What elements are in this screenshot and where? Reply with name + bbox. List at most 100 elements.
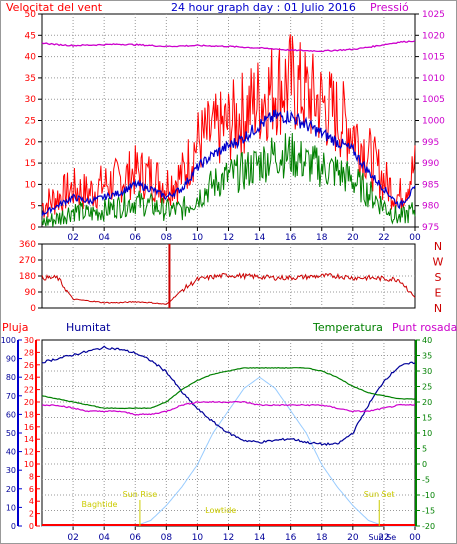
wind-gust-line bbox=[41, 34, 416, 218]
x-tick-label: 08 bbox=[161, 233, 173, 243]
x-tick-label: 02 bbox=[67, 533, 78, 543]
x-tick-label: 04 bbox=[98, 533, 110, 543]
y-tick-label: 14 bbox=[24, 435, 34, 444]
y-tick-label: 40 bbox=[422, 336, 432, 345]
y-tick-label: 18 bbox=[24, 410, 34, 419]
y-tick-label: 50 bbox=[25, 10, 37, 20]
y-tick-label: 0 bbox=[29, 522, 34, 531]
y-tick-label: 35 bbox=[422, 352, 432, 361]
y-tick-label: 35 bbox=[25, 74, 36, 84]
y-tick-label: 1010 bbox=[422, 74, 445, 84]
sun-tide-annotations: Sun Rise Sun Set Lowtide Baghtide bbox=[82, 490, 395, 526]
y-tick-label: 20 bbox=[24, 398, 34, 407]
y-tick-label: 80 bbox=[6, 373, 16, 382]
y-tick-label: 40 bbox=[6, 448, 16, 457]
y-tick-label: 5 bbox=[422, 445, 427, 454]
y-tick-label: -5 bbox=[422, 476, 430, 485]
x-tick-label: 06 bbox=[130, 233, 142, 243]
y-tick-label: 25 bbox=[25, 117, 36, 127]
x-tick-label: 06 bbox=[130, 533, 142, 543]
x-tick-label: 08 bbox=[161, 533, 173, 543]
y-tick-label: 15 bbox=[422, 414, 432, 423]
y-tick-label: 30 bbox=[24, 336, 34, 345]
annotation-label: Sun Set bbox=[364, 490, 395, 499]
humidity-label: Humitat bbox=[66, 321, 111, 334]
y-tick-label: 90 bbox=[25, 288, 37, 298]
y-tick-label: 5 bbox=[30, 202, 36, 212]
y-tick-label: 10 bbox=[25, 180, 37, 190]
y-tick-label: 28 bbox=[24, 348, 34, 357]
direction-y-axis: 0 90 180 270 360 bbox=[19, 240, 42, 314]
y-tick-label: 980 bbox=[422, 202, 439, 212]
wind-low-line bbox=[41, 132, 416, 228]
y-tick-label: 70 bbox=[6, 392, 16, 401]
y-tick-label: 270 bbox=[19, 256, 36, 266]
compass-label: S bbox=[435, 271, 442, 284]
y-tick-label: 24 bbox=[24, 373, 34, 382]
temperature-series bbox=[41, 345, 416, 527]
y-tick-label: 10 bbox=[6, 503, 16, 512]
y-tick-label: 15 bbox=[25, 159, 36, 169]
y-tick-label: 60 bbox=[6, 410, 16, 419]
y-tick-label: -10 bbox=[422, 491, 435, 500]
annotation-label: Lowtide bbox=[205, 506, 236, 515]
y-tick-label: 20 bbox=[422, 398, 432, 407]
y-tick-label: 1015 bbox=[422, 53, 445, 63]
y-tick-label: 90 bbox=[6, 355, 16, 364]
x-tick-label: 18 bbox=[316, 533, 328, 543]
pressure-label: Pressió bbox=[370, 1, 409, 14]
temperature-y-axis: -20 -15 -10 -5 0 5 10 15 20 25 30 35 40 bbox=[416, 336, 435, 531]
x-tick-label: 20 bbox=[347, 533, 359, 543]
y-tick-label: 25 bbox=[422, 383, 432, 392]
y-tick-label: -20 bbox=[422, 522, 435, 531]
x-tick-label: 02 bbox=[67, 233, 78, 243]
y-tick-label: 0 bbox=[30, 223, 36, 233]
x-tick-label: 22 bbox=[378, 533, 389, 543]
y-tick-label: 40 bbox=[25, 53, 37, 63]
x-tick-label: 14 bbox=[254, 533, 266, 543]
x-tick-label: 14 bbox=[254, 233, 266, 243]
x-tick-label: 00 bbox=[409, 233, 421, 243]
rain-label: Pluja bbox=[2, 321, 28, 334]
x-tick-label: 12 bbox=[223, 533, 234, 543]
compass-label: N bbox=[434, 302, 442, 315]
y-tick-label: 1000 bbox=[422, 117, 445, 127]
annotation-label: Sun Rise bbox=[123, 490, 158, 499]
compass-label: N bbox=[434, 240, 442, 253]
compass-label: W bbox=[433, 256, 444, 269]
y-tick-label: -15 bbox=[422, 507, 435, 516]
wind-x-axis: 02 04 06 08 10 12 14 16 18 20 22 00 bbox=[67, 227, 421, 243]
y-tick-label: 45 bbox=[25, 31, 36, 41]
y-tick-label: 30 bbox=[6, 466, 16, 475]
y-tick-label: 1025 bbox=[422, 10, 445, 20]
y-tick-label: 22 bbox=[24, 386, 34, 395]
x-tick-label: 18 bbox=[316, 233, 328, 243]
y-tick-label: 30 bbox=[25, 95, 37, 105]
wind-series bbox=[41, 34, 416, 228]
y-tick-label: 975 bbox=[422, 223, 439, 233]
y-tick-label: 50 bbox=[6, 429, 16, 438]
y-tick-label: 8 bbox=[29, 472, 34, 481]
y-tick-label: 10 bbox=[24, 460, 34, 469]
y-tick-label: 26 bbox=[24, 361, 34, 370]
x-extra-label: Sun Se bbox=[368, 533, 396, 542]
y-tick-label: 30 bbox=[422, 367, 432, 376]
humidity-line bbox=[41, 345, 416, 446]
y-tick-label: 0 bbox=[11, 522, 16, 531]
temperature-x-axis: 02 04 06 08 10 12 14 16 18 20 22 00 Sun Se bbox=[67, 526, 421, 543]
wind-y-axis: 0 5 10 15 20 25 30 35 40 45 50 bbox=[25, 10, 42, 233]
x-tick-label: 16 bbox=[285, 533, 297, 543]
y-tick-label: 4 bbox=[29, 497, 34, 506]
y-tick-label: 1020 bbox=[422, 31, 445, 41]
x-tick-label: 12 bbox=[223, 233, 234, 243]
y-tick-label: 995 bbox=[422, 138, 439, 148]
y-tick-label: 100 bbox=[1, 336, 16, 345]
x-tick-label: 16 bbox=[285, 233, 297, 243]
y-tick-label: 12 bbox=[24, 448, 34, 457]
x-tick-label: 00 bbox=[409, 533, 421, 543]
dewpoint-label: Punt rosada bbox=[392, 321, 457, 334]
